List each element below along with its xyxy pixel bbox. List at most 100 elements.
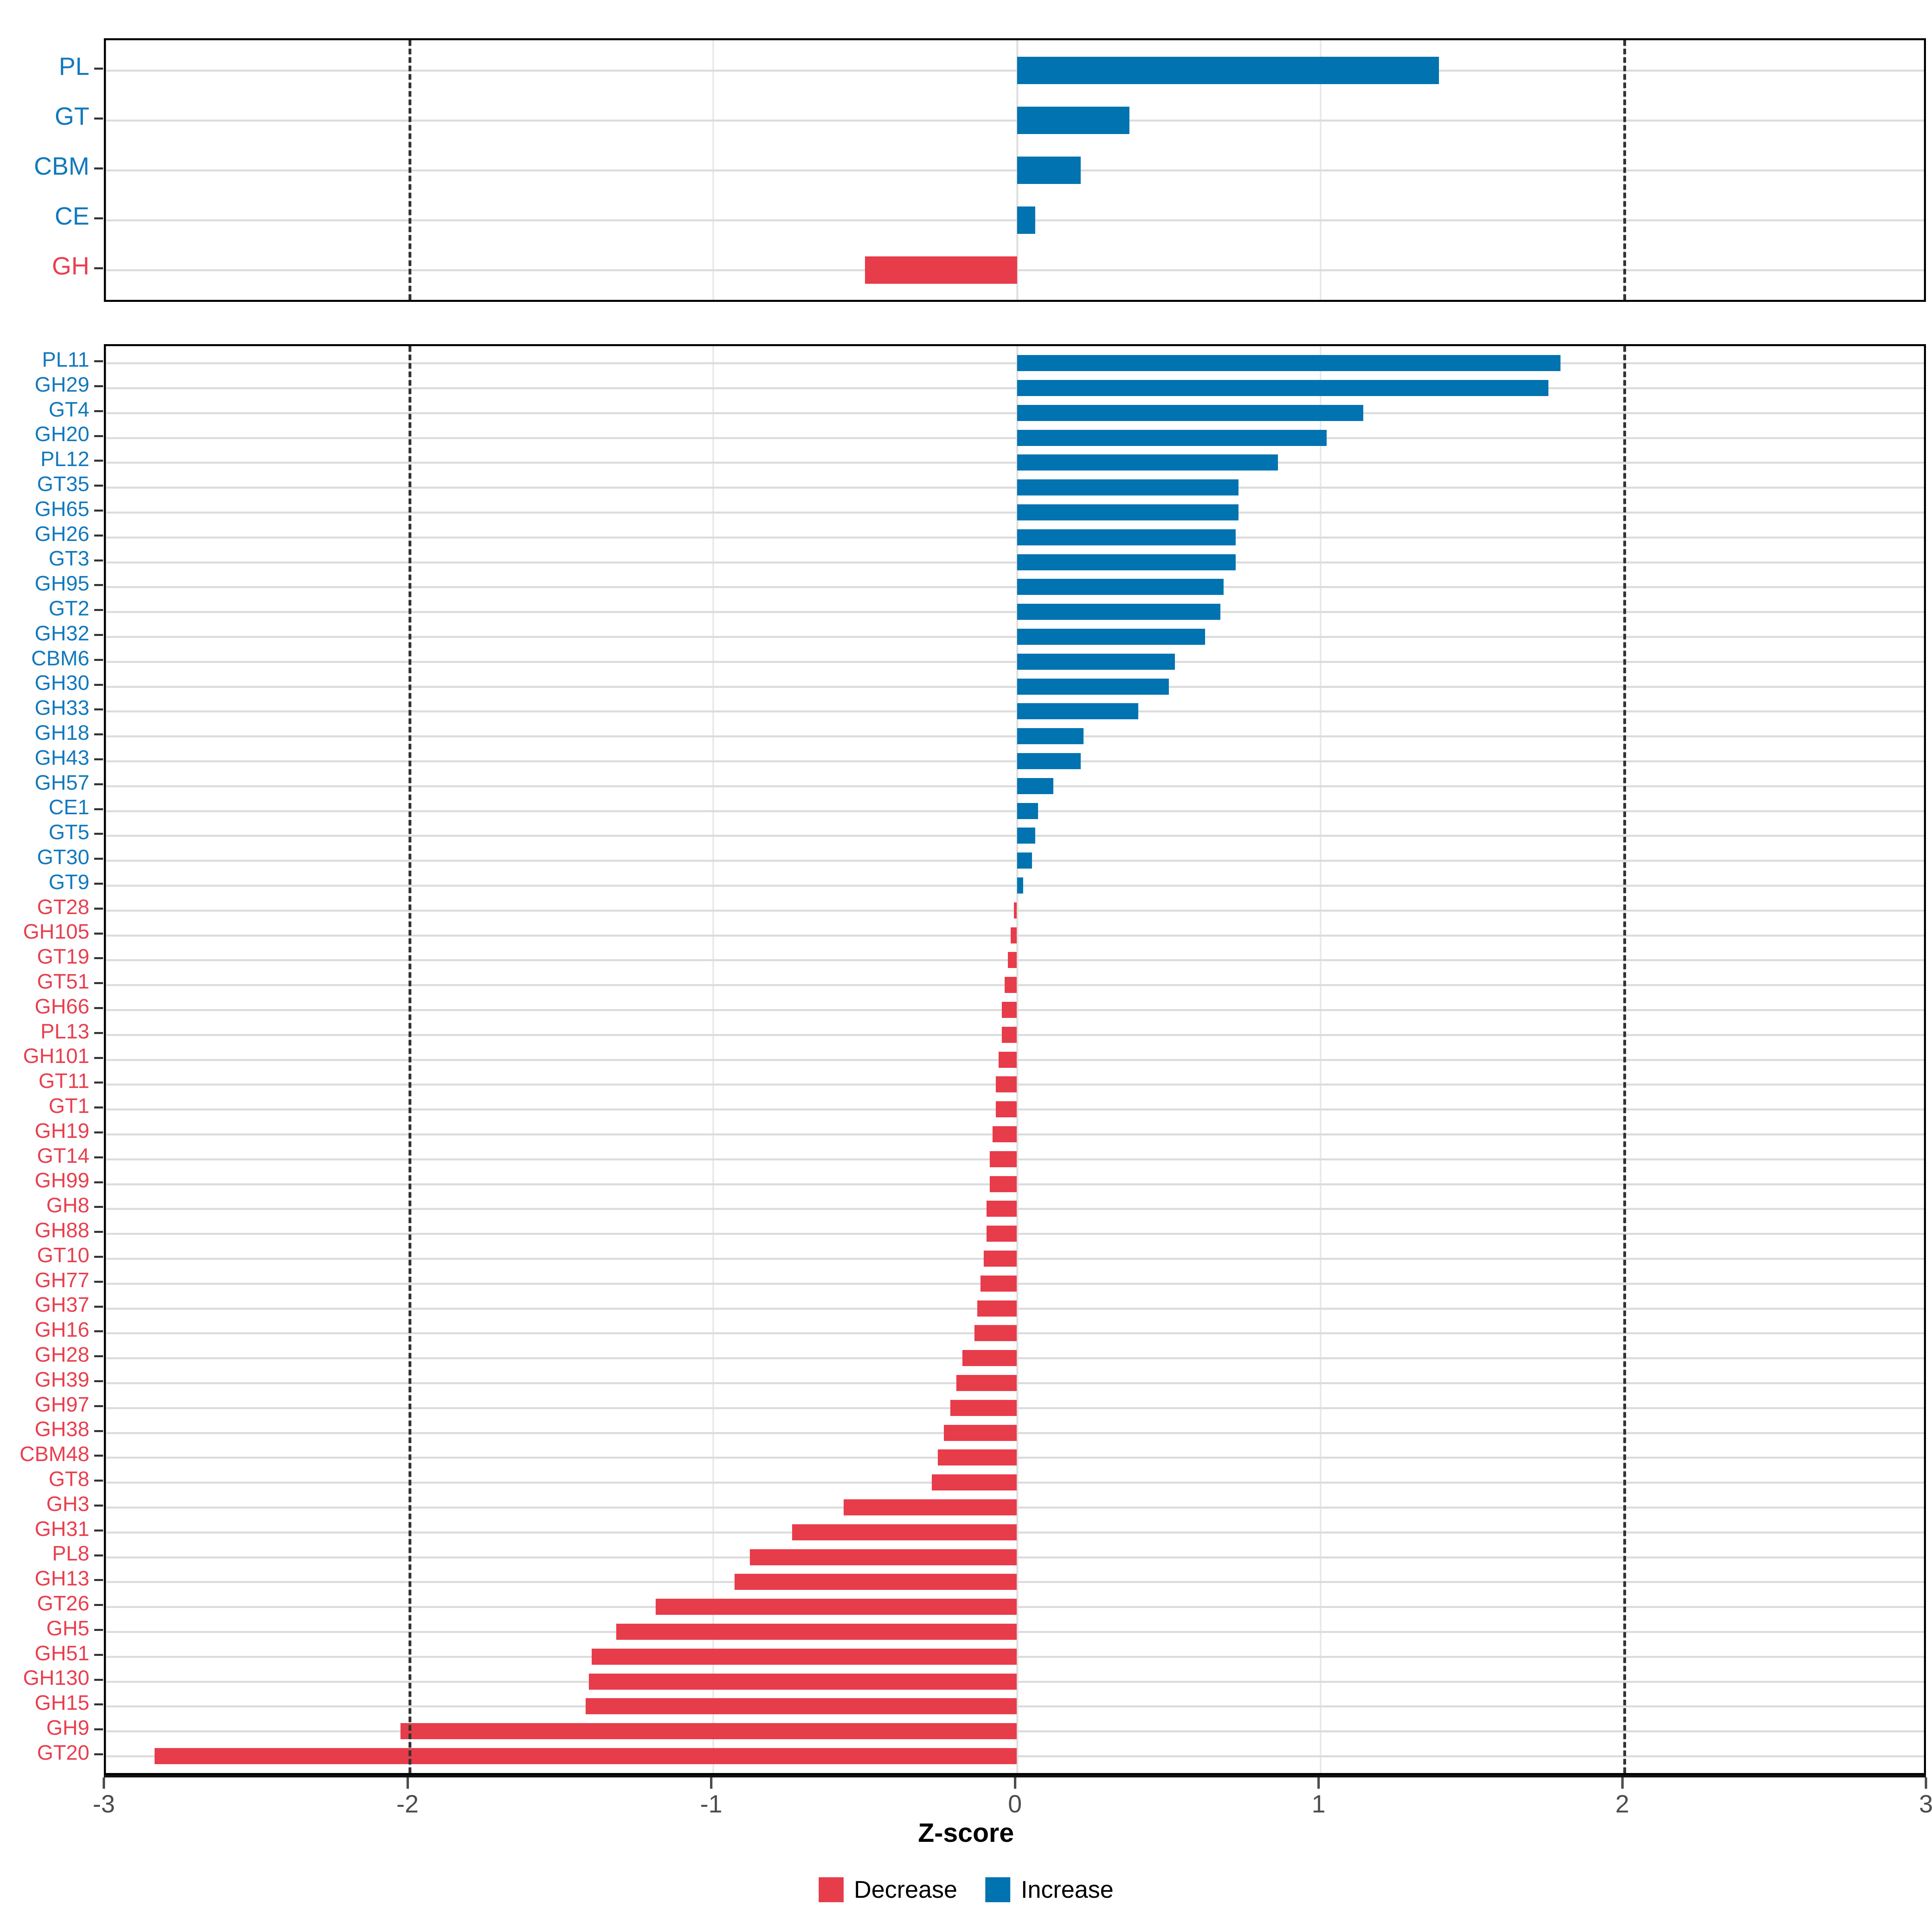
bar-gh31[interactable] (792, 1524, 1017, 1540)
y-axis-label-gt20[interactable]: GT20 (37, 1742, 89, 1763)
bar-gt10[interactable] (984, 1251, 1017, 1267)
bar-gt9[interactable] (1017, 877, 1023, 894)
bar-gh130[interactable] (589, 1674, 1017, 1690)
y-axis-label-pl[interactable]: PL (59, 54, 89, 79)
y-axis-label-gh88[interactable]: GH88 (35, 1220, 89, 1241)
bar-gh37[interactable] (977, 1300, 1017, 1317)
bar-gh65[interactable] (1017, 504, 1239, 520)
y-axis-label-gt[interactable]: GT (55, 104, 89, 129)
y-axis-label-gh28[interactable]: GH28 (35, 1344, 89, 1365)
bar-gh32[interactable] (1017, 629, 1205, 645)
y-axis-label-gh16[interactable]: GH16 (35, 1319, 89, 1340)
y-axis-label-pl12[interactable]: PL12 (41, 449, 89, 470)
bar-gt26[interactable] (656, 1599, 1017, 1615)
bar-gh77[interactable] (980, 1276, 1017, 1292)
bar-gh13[interactable] (735, 1574, 1017, 1590)
bar-gt8[interactable] (932, 1474, 1017, 1490)
bar-gt[interactable] (1017, 107, 1129, 134)
bar-gh19[interactable] (993, 1126, 1017, 1142)
y-axis-label-ce[interactable]: CE (55, 204, 89, 229)
y-axis-label-gh39[interactable]: GH39 (35, 1369, 89, 1390)
y-axis-label-gh99[interactable]: GH99 (35, 1170, 89, 1191)
y-axis-label-ce1[interactable]: CE1 (49, 797, 89, 818)
y-axis-label-gt28[interactable]: GT28 (37, 897, 89, 918)
bar-gt3[interactable] (1017, 554, 1236, 570)
bar-pl11[interactable] (1017, 355, 1561, 371)
y-axis-label-pl11[interactable]: PL11 (42, 349, 89, 370)
bar-gh29[interactable] (1017, 380, 1548, 396)
bar-gh33[interactable] (1017, 703, 1139, 719)
bar-gh18[interactable] (1017, 728, 1084, 744)
bar-gh26[interactable] (1017, 529, 1236, 545)
bar-gt1[interactable] (996, 1101, 1017, 1117)
y-axis-label-gt14[interactable]: GT14 (37, 1146, 89, 1166)
y-axis-label-gh33[interactable]: GH33 (35, 698, 89, 718)
y-axis-label-gt10[interactable]: GT10 (37, 1245, 89, 1266)
y-axis-label-gh43[interactable]: GH43 (35, 747, 89, 768)
bar-gh[interactable] (865, 256, 1017, 284)
bar-gh20[interactable] (1017, 430, 1327, 446)
y-axis-label-gt51[interactable]: GT51 (37, 971, 89, 992)
bar-cbm48[interactable] (938, 1449, 1017, 1466)
bar-gh5[interactable] (616, 1624, 1017, 1640)
y-axis-label-gt9[interactable]: GT9 (49, 872, 89, 893)
y-axis-label-gh15[interactable]: GH15 (35, 1693, 89, 1713)
bar-gh57[interactable] (1017, 778, 1054, 794)
bar-gt14[interactable] (990, 1151, 1017, 1167)
bar-gh9[interactable] (400, 1723, 1017, 1739)
y-axis-label-gt1[interactable]: GT1 (49, 1096, 89, 1117)
y-axis-label-pl8[interactable]: PL8 (52, 1543, 89, 1564)
y-axis-label-gh95[interactable]: GH95 (35, 573, 89, 594)
bar-ce[interactable] (1017, 206, 1035, 234)
y-axis-label-gh130[interactable]: GH130 (23, 1668, 89, 1688)
y-axis-label-gh9[interactable]: GH9 (46, 1717, 89, 1738)
y-axis-label-gh38[interactable]: GH38 (35, 1419, 89, 1440)
bar-gh101[interactable] (999, 1052, 1017, 1068)
bar-gh3[interactable] (844, 1499, 1017, 1515)
y-axis-label-cbm48[interactable]: CBM48 (20, 1444, 89, 1465)
y-axis-label-gh26[interactable]: GH26 (35, 524, 89, 545)
y-axis-label-gh5[interactable]: GH5 (46, 1618, 89, 1639)
bar-gh66[interactable] (1002, 1002, 1017, 1018)
y-axis-label-gh97[interactable]: GH97 (35, 1394, 89, 1415)
y-axis-label-gt11[interactable]: GT11 (39, 1071, 89, 1092)
bar-gh43[interactable] (1017, 753, 1081, 769)
y-axis-label-gh18[interactable]: GH18 (35, 722, 89, 743)
y-axis-label-cbm6[interactable]: CBM6 (31, 648, 89, 669)
y-axis-label-gh[interactable]: GH (52, 254, 89, 279)
bar-pl13[interactable] (1002, 1027, 1017, 1043)
bar-gt28[interactable] (1014, 902, 1017, 919)
y-axis-label-gh32[interactable]: GH32 (35, 623, 89, 644)
y-axis-label-gh101[interactable]: GH101 (23, 1046, 89, 1067)
y-axis-label-gh65[interactable]: GH65 (35, 499, 89, 520)
y-axis-label-gt19[interactable]: GT19 (37, 946, 89, 967)
bar-gh30[interactable] (1017, 679, 1169, 695)
bar-gh88[interactable] (987, 1226, 1017, 1242)
bar-gh28[interactable] (962, 1350, 1017, 1366)
bar-gh15[interactable] (586, 1698, 1017, 1714)
y-axis-label-gt8[interactable]: GT8 (49, 1469, 89, 1490)
y-axis-label-gh8[interactable]: GH8 (46, 1195, 89, 1216)
bar-gt11[interactable] (996, 1076, 1017, 1092)
bar-gh99[interactable] (990, 1176, 1017, 1192)
y-axis-label-gh30[interactable]: GH30 (35, 673, 89, 694)
y-axis-label-gh13[interactable]: GH13 (35, 1568, 89, 1589)
bar-gh97[interactable] (950, 1400, 1017, 1416)
bar-gh105[interactable] (1011, 927, 1017, 943)
y-axis-label-gh20[interactable]: GH20 (35, 424, 89, 445)
y-axis-label-gt2[interactable]: GT2 (49, 598, 89, 619)
bar-gh16[interactable] (974, 1325, 1017, 1341)
y-axis-label-gh57[interactable]: GH57 (35, 772, 89, 793)
y-axis-label-gh66[interactable]: GH66 (35, 996, 89, 1017)
bar-gh38[interactable] (944, 1425, 1017, 1441)
bar-gh95[interactable] (1017, 579, 1224, 595)
y-axis-label-gt5[interactable]: GT5 (49, 822, 89, 843)
y-axis-label-cbm[interactable]: CBM (34, 154, 89, 179)
bar-cbm6[interactable] (1017, 654, 1175, 670)
y-axis-label-gt26[interactable]: GT26 (37, 1593, 89, 1614)
y-axis-label-gh29[interactable]: GH29 (35, 374, 89, 395)
bar-gt19[interactable] (1008, 952, 1017, 968)
bar-gh8[interactable] (987, 1201, 1017, 1217)
bar-pl[interactable] (1017, 57, 1439, 84)
y-axis-label-gh19[interactable]: GH19 (35, 1121, 89, 1141)
